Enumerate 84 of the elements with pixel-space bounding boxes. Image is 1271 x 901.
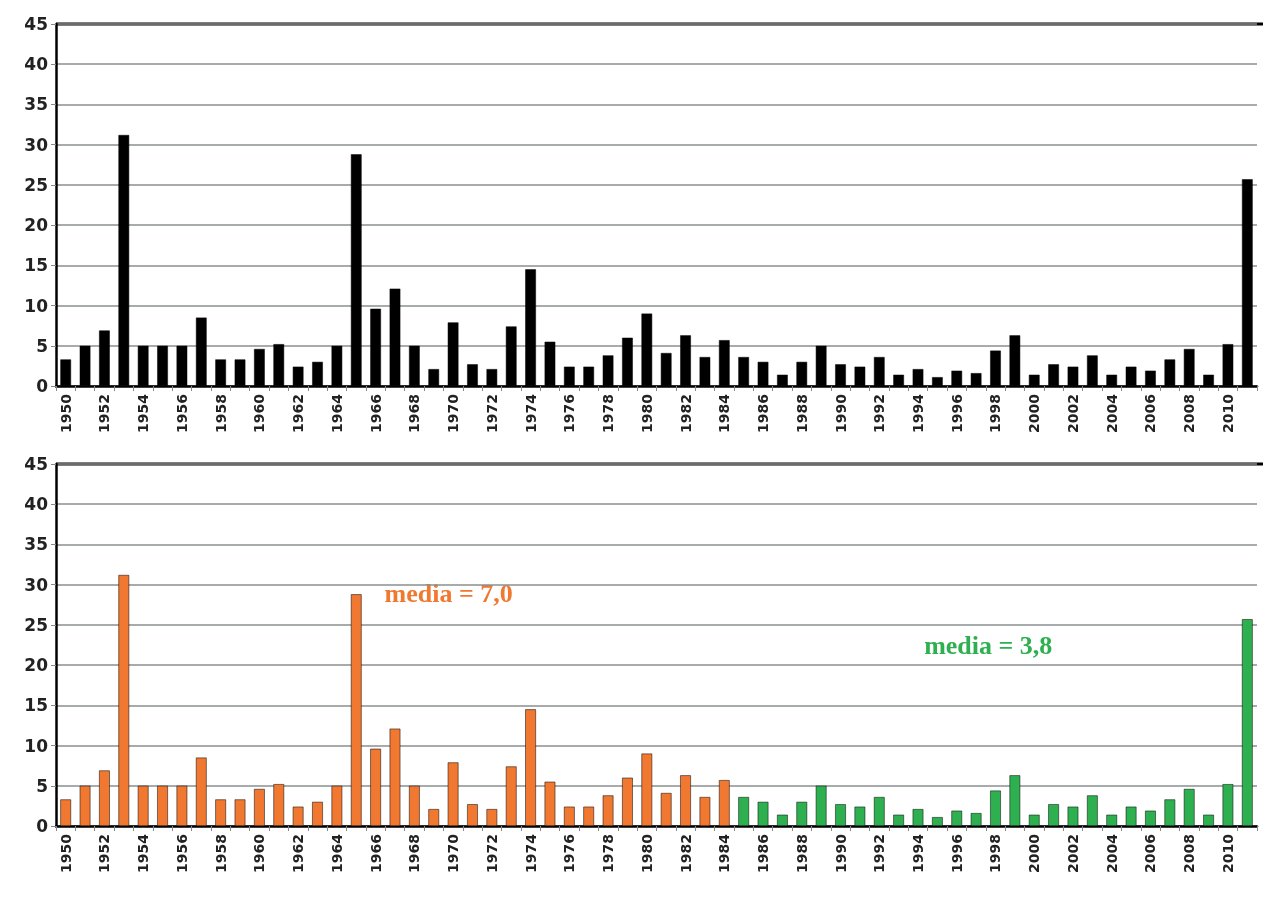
- x-tick-label: 2010: [1219, 393, 1236, 433]
- x-tick-label: 2004: [1103, 393, 1120, 433]
- y-tick-label: 5: [36, 335, 48, 356]
- x-tick-label: 1990: [832, 393, 849, 433]
- x-tick-label: 1970: [445, 833, 462, 873]
- x-tick-label: 2000: [1026, 833, 1043, 873]
- x-tick-label: 2004: [1103, 833, 1120, 873]
- x-tick-label: 1958: [212, 394, 229, 433]
- y-tick-label: 20: [24, 215, 49, 236]
- x-tick-label: 1966: [367, 394, 384, 433]
- x-tick-label: 1978: [600, 394, 617, 433]
- x-tick-label: 1996: [948, 834, 965, 873]
- x-tick-label: 1976: [561, 394, 578, 433]
- y-tick-label: 35: [24, 94, 48, 115]
- x-tick-label: 1962: [290, 394, 307, 433]
- x-tick-label: 1998: [987, 394, 1004, 433]
- x-tick-label: 1958: [212, 834, 229, 873]
- x-tick-label: 1984: [716, 833, 733, 873]
- x-tick-label: 1976: [561, 834, 578, 873]
- x-tick-label: 1952: [96, 394, 113, 433]
- y-tick-label: 10: [24, 735, 49, 756]
- y-tick-label: 0: [36, 376, 49, 396]
- x-tick-label: 1952: [96, 834, 113, 873]
- x-tick-label: 1980: [638, 833, 655, 873]
- x-tick-label: 1986: [755, 834, 772, 873]
- annotation: media = 7,0: [384, 578, 513, 608]
- x-tick-label: 1950: [57, 833, 74, 873]
- x-tick-label: 1950: [57, 393, 74, 433]
- x-tick-label: 2002: [1064, 834, 1081, 873]
- x-tick-label: 1994: [910, 393, 927, 433]
- x-tick-label: 1968: [406, 834, 423, 873]
- x-tick-label: 1956: [173, 394, 190, 433]
- x-tick-label: 1992: [871, 394, 888, 433]
- y-tick-label: 45: [24, 454, 48, 474]
- x-tick-label: 1964: [328, 833, 345, 873]
- x-tick-label: 1988: [793, 394, 810, 433]
- x-tick-label: 1970: [445, 393, 462, 433]
- y-tick-label: 40: [24, 494, 49, 515]
- y-tick-label: 30: [24, 574, 49, 595]
- annotation: media = 3,8: [924, 631, 1053, 661]
- x-tick-label: 1978: [600, 834, 617, 873]
- x-tick-label: 1956: [173, 834, 190, 873]
- y-tick-label: 10: [24, 295, 49, 316]
- x-tick-label: 1964: [328, 393, 345, 433]
- y-tick-label: 15: [24, 255, 48, 276]
- x-tick-label: 1960: [251, 833, 268, 873]
- x-tick-label: 1988: [793, 834, 810, 873]
- x-tick-label: 1962: [290, 834, 307, 873]
- x-tick-label: 1980: [638, 393, 655, 433]
- x-tick-label: 1984: [716, 393, 733, 433]
- x-tick-label: 1982: [677, 834, 694, 873]
- x-tick-label: 2008: [1181, 394, 1198, 433]
- y-tick-label: 40: [24, 54, 49, 75]
- x-tick-label: 2002: [1064, 394, 1081, 433]
- x-tick-label: 1974: [522, 393, 539, 433]
- y-tick-label: 30: [24, 134, 49, 155]
- y-tick-label: 35: [24, 534, 48, 555]
- x-tick-label: 2010: [1219, 833, 1236, 873]
- x-tick-label: 1992: [871, 834, 888, 873]
- y-tick-label: 20: [24, 655, 49, 676]
- x-tick-label: 2006: [1142, 834, 1159, 873]
- y-tick-label: 5: [36, 775, 48, 796]
- y-tick-label: 15: [24, 695, 48, 716]
- x-tick-label: 1954: [135, 393, 152, 433]
- y-tick-label: 25: [24, 614, 48, 635]
- x-tick-label: 1982: [677, 394, 694, 433]
- x-tick-label: 1966: [367, 834, 384, 873]
- y-tick-label: 45: [24, 14, 48, 34]
- x-tick-label: 1972: [483, 834, 500, 873]
- x-tick-label: 1994: [910, 833, 927, 873]
- x-tick-label: 2008: [1181, 834, 1198, 873]
- x-tick-label: 1954: [135, 833, 152, 873]
- x-tick-label: 1972: [483, 394, 500, 433]
- x-tick-label: 1974: [522, 833, 539, 873]
- x-tick-label: 2006: [1142, 394, 1159, 433]
- x-tick-label: 2000: [1026, 393, 1043, 433]
- x-tick-label: 1960: [251, 393, 268, 433]
- y-tick-label: 0: [36, 816, 49, 836]
- y-tick-label: 25: [24, 174, 48, 195]
- x-tick-label: 1986: [755, 394, 772, 433]
- x-tick-label: 1998: [987, 834, 1004, 873]
- x-tick-label: 1990: [832, 833, 849, 873]
- x-tick-label: 1996: [948, 394, 965, 433]
- x-tick-label: 1968: [406, 394, 423, 433]
